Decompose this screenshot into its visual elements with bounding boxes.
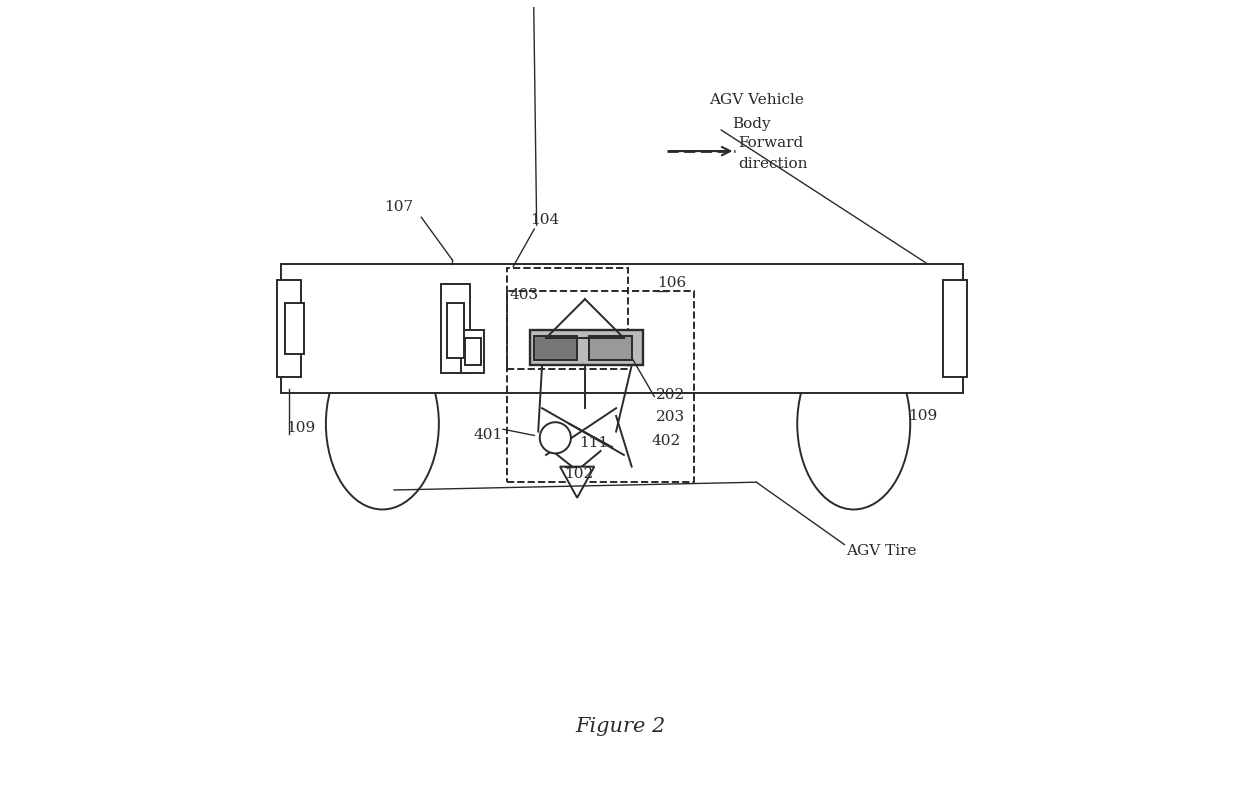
Text: Forward: Forward [739, 136, 804, 150]
Text: 107: 107 [384, 200, 413, 214]
Text: 104: 104 [531, 213, 559, 227]
Text: 203: 203 [656, 411, 684, 424]
Bar [448, 303, 464, 358]
Text: 109: 109 [908, 409, 937, 423]
Bar [461, 330, 485, 374]
Text: Body: Body [732, 117, 771, 131]
Bar [507, 268, 627, 370]
Bar [465, 338, 481, 366]
Text: AGV Tire: AGV Tire [846, 545, 916, 558]
Text: AGV Vehicle: AGV Vehicle [709, 93, 804, 106]
Bar [531, 330, 644, 366]
Text: 102: 102 [564, 467, 593, 481]
Text: 403: 403 [510, 288, 538, 302]
Bar [285, 303, 305, 354]
Text: 111: 111 [579, 436, 608, 450]
Text: 402: 402 [651, 434, 681, 448]
Bar [281, 264, 962, 393]
Text: direction: direction [739, 157, 808, 171]
Circle shape [539, 422, 570, 454]
Bar [589, 335, 631, 360]
Text: 401: 401 [474, 428, 502, 442]
Text: Figure 2: Figure 2 [575, 717, 665, 736]
Bar [440, 284, 470, 374]
Text: 109: 109 [286, 420, 316, 435]
Ellipse shape [797, 338, 910, 509]
Bar [507, 291, 694, 482]
Text: 106: 106 [657, 277, 687, 290]
Text: 202: 202 [656, 388, 684, 402]
Polygon shape [560, 466, 594, 498]
Ellipse shape [326, 338, 439, 509]
Bar [534, 335, 577, 360]
Bar [278, 280, 300, 377]
Bar [944, 280, 967, 377]
